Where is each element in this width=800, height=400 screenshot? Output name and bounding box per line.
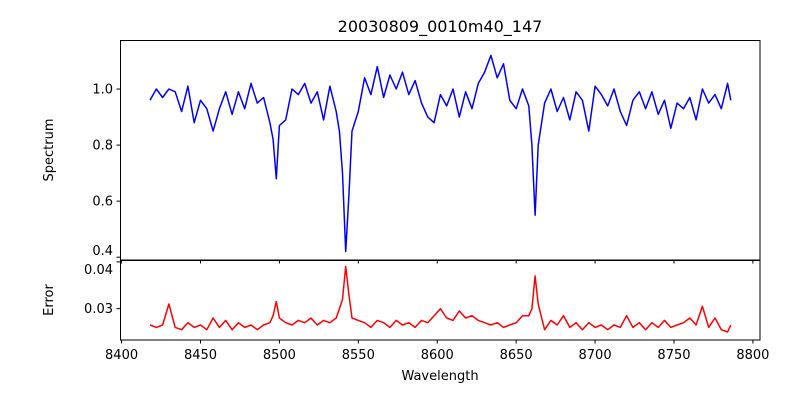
error-axes-frame	[120, 260, 761, 341]
y-tick-label: 0.8	[92, 139, 113, 154]
x-tick-label: 8500	[263, 348, 296, 363]
x-tick-label: 8700	[579, 348, 612, 363]
y-tick-label: 0.03	[84, 302, 113, 317]
y-tick-label: 0.04	[84, 263, 113, 278]
x-tick-label: 8650	[500, 348, 533, 363]
x-tick-label: 8450	[184, 348, 217, 363]
x-axis-label: Wavelength	[401, 369, 478, 384]
chart-title: 20030809_0010m40_147	[338, 17, 543, 37]
x-tick-label: 8400	[105, 348, 138, 363]
x-tick-label: 8750	[657, 348, 690, 363]
x-tick-label: 8600	[421, 348, 454, 363]
y-axis-label-spectrum: Spectrum	[42, 119, 57, 182]
error-line	[149, 265, 732, 333]
y-tick-label: 1.0	[92, 83, 113, 98]
x-tick-label: 8800	[736, 348, 769, 363]
y-tick-label: 0.6	[92, 195, 113, 210]
y-tick-label: 0.4	[92, 244, 113, 259]
y-axis-label-error: Error	[42, 284, 57, 316]
x-tick-label: 8550	[342, 348, 375, 363]
spectrum-line	[149, 54, 732, 253]
